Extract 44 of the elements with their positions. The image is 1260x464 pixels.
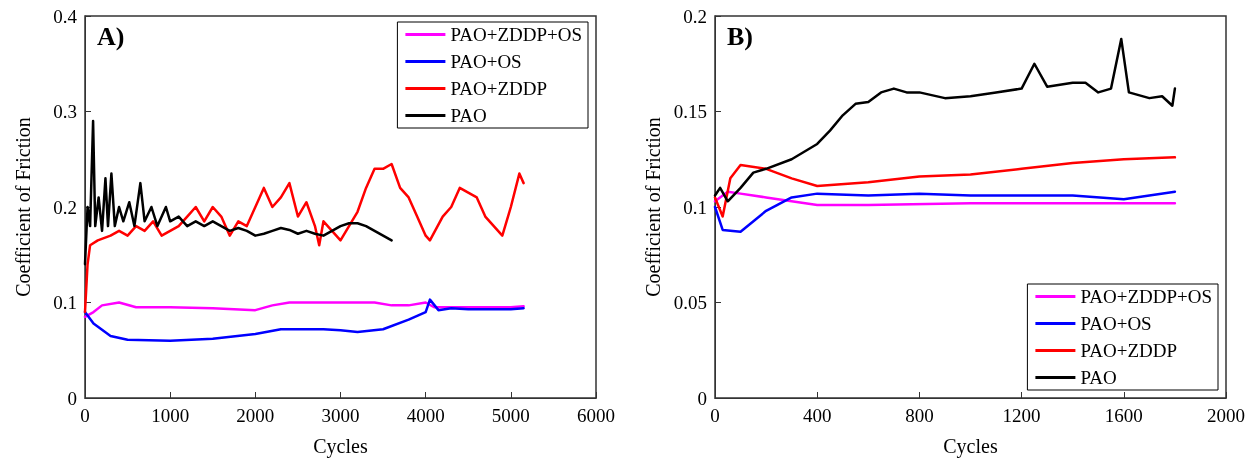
- x-tick-label: 2000: [236, 405, 275, 426]
- x-tick-label: 6000: [577, 405, 615, 426]
- y-tick-label: 0.2: [683, 5, 707, 27]
- y-tick-label: 0.05: [673, 292, 707, 313]
- y-tick-label: 0.2: [53, 196, 77, 218]
- line-series: [713, 190, 1177, 234]
- x-axis-title: Cycles: [313, 435, 368, 458]
- x-tick-label: 5000: [491, 405, 530, 426]
- legend-label: PAO+ZDDP+OS: [450, 24, 583, 45]
- y-axis-title: Coefficient of Friction: [641, 117, 664, 297]
- y-tick-label: 0.4: [53, 5, 78, 27]
- x-tick-label: 2000: [1207, 405, 1245, 426]
- x-tick-label: 3000: [321, 405, 360, 426]
- chart-title: B): [727, 21, 753, 51]
- y-tick-label: 0: [697, 387, 707, 409]
- y-tick-label: 0.1: [53, 292, 77, 313]
- x-axis-title: Cycles: [943, 435, 998, 458]
- x-tick-label: 1200: [1002, 405, 1041, 426]
- legend-label: PAO+ZDDP: [1080, 340, 1178, 361]
- line-series: [83, 301, 525, 319]
- x-tick-label: 0: [710, 405, 720, 426]
- legend-label: PAO+OS: [1080, 313, 1152, 334]
- legend-label: PAO: [450, 105, 487, 126]
- x-tick-label: 4000: [406, 405, 445, 426]
- line-series: [713, 156, 1177, 218]
- legend-label: PAO+ZDDP+OS: [1080, 286, 1213, 307]
- line-series: [713, 190, 1177, 207]
- line-series: [83, 298, 525, 342]
- line-series: [83, 162, 525, 314]
- y-tick-label: 0.15: [673, 101, 707, 122]
- y-tick-label: 0.1: [683, 196, 707, 218]
- x-tick-label: 0: [80, 405, 90, 426]
- x-tick-label: 400: [802, 405, 832, 426]
- chart-title: A): [97, 21, 125, 51]
- legend-label: PAO+ZDDP: [450, 78, 548, 99]
- line-series: [83, 119, 393, 266]
- x-tick-label: 800: [905, 405, 934, 426]
- x-tick-label: 1000: [151, 405, 190, 426]
- y-tick-label: 0: [67, 387, 77, 409]
- legend-label: PAO: [1080, 367, 1117, 388]
- y-tick-label: 0.3: [53, 101, 77, 122]
- y-axis-title: Coefficient of Friction: [12, 117, 34, 297]
- legend-label: PAO+OS: [450, 51, 522, 72]
- x-tick-label: 1600: [1104, 405, 1143, 426]
